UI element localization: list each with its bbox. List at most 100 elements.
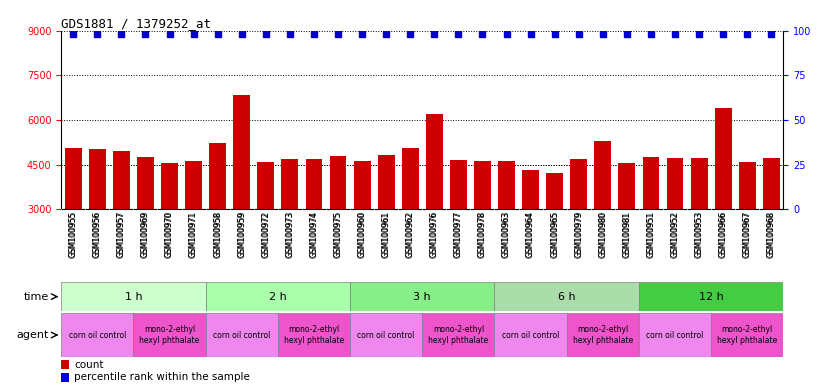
Bar <box>450 160 467 209</box>
Bar <box>639 313 711 357</box>
Text: GDS1881 / 1379252_at: GDS1881 / 1379252_at <box>61 17 211 30</box>
Point <box>500 31 513 37</box>
Point <box>91 31 104 37</box>
Bar <box>566 313 639 357</box>
Text: GSM100966: GSM100966 <box>719 212 728 258</box>
Point <box>668 31 681 37</box>
Text: GSM100955: GSM100955 <box>69 212 78 258</box>
Bar <box>350 313 423 357</box>
Text: corn oil control: corn oil control <box>502 331 559 339</box>
Bar <box>498 161 515 209</box>
Bar <box>494 282 639 311</box>
Bar <box>64 148 82 209</box>
Text: agent: agent <box>17 330 49 340</box>
Point <box>645 31 658 37</box>
Point <box>139 31 152 37</box>
Bar <box>353 161 370 209</box>
Bar <box>639 282 783 311</box>
Point <box>620 31 633 37</box>
Text: GSM100956: GSM100956 <box>93 212 102 258</box>
Bar <box>426 114 443 209</box>
Text: GSM100958: GSM100958 <box>213 212 222 258</box>
Text: corn oil control: corn oil control <box>69 331 126 339</box>
Bar <box>282 159 299 209</box>
Bar <box>137 157 154 209</box>
Bar <box>305 159 322 209</box>
Text: mono-2-ethyl
hexyl phthalate: mono-2-ethyl hexyl phthalate <box>140 325 200 345</box>
Bar <box>474 161 491 209</box>
Text: GSM100967: GSM100967 <box>743 212 752 258</box>
Text: GSM100976: GSM100976 <box>430 212 439 258</box>
Text: GSM100977: GSM100977 <box>454 212 463 258</box>
Text: GSM100974: GSM100974 <box>309 212 318 258</box>
Bar <box>113 151 130 209</box>
Bar <box>61 373 69 382</box>
Point <box>716 31 730 37</box>
Text: 6 h: 6 h <box>558 291 575 302</box>
Bar <box>715 108 732 209</box>
Text: GSM100972: GSM100972 <box>261 212 270 258</box>
Text: GSM100960: GSM100960 <box>357 212 366 258</box>
Bar <box>522 170 539 209</box>
Point <box>259 31 273 37</box>
Bar <box>619 163 636 209</box>
Point <box>741 31 754 37</box>
Text: mono-2-ethyl
hexyl phthalate: mono-2-ethyl hexyl phthalate <box>717 325 778 345</box>
Point <box>572 31 585 37</box>
Text: GSM100968: GSM100968 <box>767 212 776 258</box>
Bar <box>594 141 611 209</box>
Point <box>235 31 248 37</box>
Text: corn oil control: corn oil control <box>646 331 703 339</box>
Text: GSM100959: GSM100959 <box>237 212 246 258</box>
Bar <box>763 158 780 209</box>
Bar <box>642 157 659 209</box>
Text: mono-2-ethyl
hexyl phthalate: mono-2-ethyl hexyl phthalate <box>573 325 633 345</box>
Point <box>308 31 321 37</box>
Text: percentile rank within the sample: percentile rank within the sample <box>74 372 250 382</box>
Bar <box>61 360 69 369</box>
Bar <box>738 162 756 209</box>
Text: GSM100969: GSM100969 <box>141 212 150 258</box>
Bar <box>61 282 206 311</box>
Point <box>356 31 369 37</box>
Text: GSM100953: GSM100953 <box>694 212 703 258</box>
Text: mono-2-ethyl
hexyl phthalate: mono-2-ethyl hexyl phthalate <box>284 325 344 345</box>
Bar <box>257 162 274 209</box>
Text: 2 h: 2 h <box>269 291 286 302</box>
Point <box>404 31 417 37</box>
Bar <box>494 313 566 357</box>
Text: GSM100962: GSM100962 <box>406 212 415 258</box>
Bar <box>89 149 106 209</box>
Bar <box>570 159 588 209</box>
Point <box>331 31 344 37</box>
Point <box>187 31 200 37</box>
Text: corn oil control: corn oil control <box>357 331 415 339</box>
Text: GSM100980: GSM100980 <box>598 212 607 258</box>
Bar <box>233 95 251 209</box>
Text: GSM100957: GSM100957 <box>117 212 126 258</box>
Bar <box>277 313 350 357</box>
Bar <box>330 156 347 209</box>
Point <box>67 31 80 37</box>
Bar <box>61 313 134 357</box>
Bar <box>206 313 277 357</box>
Text: GSM100971: GSM100971 <box>189 212 198 258</box>
Point <box>163 31 176 37</box>
Text: time: time <box>24 291 49 302</box>
Bar <box>350 282 494 311</box>
Point <box>596 31 610 37</box>
Bar <box>206 282 350 311</box>
Text: GSM100963: GSM100963 <box>502 212 511 258</box>
Text: 3 h: 3 h <box>414 291 431 302</box>
Bar <box>423 313 494 357</box>
Text: GSM100979: GSM100979 <box>574 212 583 258</box>
Text: GSM100975: GSM100975 <box>334 212 343 258</box>
Point <box>548 31 561 37</box>
Text: corn oil control: corn oil control <box>213 331 270 339</box>
Text: GSM100965: GSM100965 <box>550 212 559 258</box>
Bar <box>209 143 226 209</box>
Point <box>765 31 778 37</box>
Text: 1 h: 1 h <box>125 291 142 302</box>
Text: count: count <box>74 360 104 370</box>
Bar <box>667 158 684 209</box>
